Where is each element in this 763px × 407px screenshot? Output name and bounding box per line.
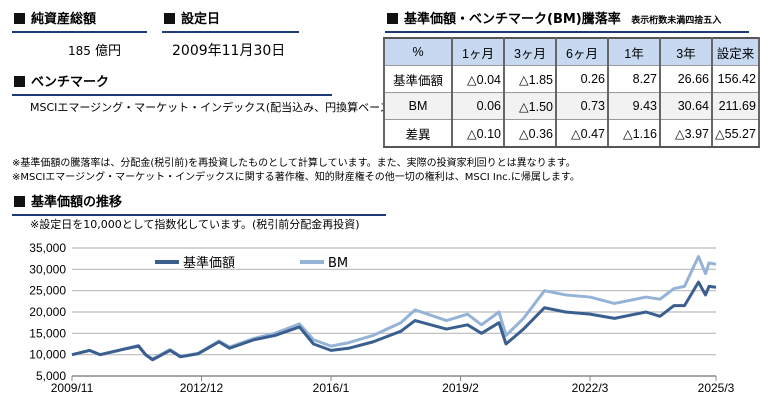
column-header: 1年	[607, 37, 661, 66]
series-line-nav	[71, 280, 717, 362]
row-label: 差異	[383, 119, 453, 148]
row-label: BM	[383, 92, 453, 120]
cell: 30.64	[659, 92, 713, 120]
square-bullet-icon	[164, 13, 175, 24]
net-assets-header: 純資産総額	[12, 11, 147, 33]
inception-date: 2009年11月30日	[172, 43, 286, 59]
rounding-note: 表示桁数未満四捨五入	[631, 16, 722, 26]
y-tick-label: 15,000	[29, 326, 66, 340]
returns-table: % 1ヶ月 3ヶ月 6ヶ月 1年 3年 設定来 基準価額 △0.04 △1.85 0.…	[383, 37, 760, 148]
benchmark-title: ベンチマーク	[31, 75, 110, 90]
cell: 0.73	[555, 92, 609, 120]
cell: 8.27	[607, 65, 661, 93]
benchmark-header: ベンチマーク	[12, 74, 332, 96]
x-tick-label: 2025/3	[698, 381, 735, 395]
x-tick-label: 2009/11	[51, 381, 94, 395]
legend-nav-label: 基準価額	[183, 255, 235, 271]
cell: 0.26	[555, 65, 609, 93]
chart-subtitle: ※設定日を10,000として指数化しています。(税引前分配金再投資)	[30, 218, 360, 231]
legend-bm-label: BM	[328, 256, 348, 271]
cell: △0.04	[451, 65, 505, 93]
x-tick-label: 2019/2	[442, 381, 479, 395]
returns-header: 基準価額・ベンチマーク(BM)騰落率 表示桁数未満四捨五入	[385, 11, 749, 33]
y-tick-label: 25,000	[29, 284, 66, 298]
square-bullet-icon	[14, 76, 25, 87]
cell: △1.16	[607, 119, 661, 148]
cell: △1.50	[503, 92, 557, 120]
cell: △55.27	[711, 119, 760, 148]
note-2: ※MSCIエマージング・マーケット・インデックスに関する著作権、知的財産権その他…	[12, 172, 580, 183]
note-1: ※基準価額の騰落率は、分配金(税引前)を再投資したものとして計算しています。また…	[12, 158, 576, 169]
cell: 26.66	[659, 65, 713, 93]
table-row: 差異 △0.10 △0.36 △0.47 △1.16 △3.97 △55.27	[383, 119, 760, 148]
y-tick-label: 20,000	[29, 305, 66, 319]
cell: △1.85	[503, 65, 557, 93]
chart-header: 基準価額の推移	[12, 194, 386, 216]
x-tick-label: 2022/3	[572, 381, 609, 395]
column-header: 1ヶ月	[451, 37, 505, 66]
benchmark-name: MSCIエマージング・マーケット・インデックス(配当込み、円換算ベース)	[30, 101, 395, 114]
cell: △0.47	[555, 119, 609, 148]
net-assets-value: 185 億円	[68, 40, 121, 59]
net-assets-unit: 億円	[95, 44, 122, 59]
cell: △0.10	[451, 119, 505, 148]
series-line-bm	[71, 255, 717, 361]
returns-title: 基準価額・ベンチマーク(BM)騰落率	[404, 12, 621, 27]
column-header: 3ヶ月	[503, 37, 557, 66]
y-tick-label: 5,000	[36, 369, 66, 383]
net-assets-title: 純資産総額	[31, 12, 97, 27]
inception-header: 設定日	[162, 11, 299, 33]
table-row: BM 0.06 △1.50 0.73 9.43 30.64 211.69	[383, 92, 760, 120]
column-header: 設定来	[711, 37, 760, 66]
row-label: 基準価額	[383, 65, 453, 93]
cell: △0.36	[503, 119, 557, 148]
y-tick-label: 35,000	[29, 241, 66, 255]
column-header: %	[383, 37, 453, 66]
x-tick-label: 2012/12	[180, 381, 224, 395]
cell: 9.43	[607, 92, 661, 120]
cell: 156.42	[711, 65, 760, 93]
x-tick-label: 2016/1	[313, 381, 350, 395]
square-bullet-icon	[14, 196, 25, 207]
table-row: 基準価額 △0.04 △1.85 0.26 8.27 26.66 156.42	[383, 65, 760, 93]
net-assets-amount: 185	[68, 44, 91, 58]
table-header-row: % 1ヶ月 3ヶ月 6ヶ月 1年 3年 設定来	[383, 37, 760, 66]
y-tick-label: 10,000	[29, 348, 66, 362]
square-bullet-icon	[387, 13, 398, 24]
inception-title: 設定日	[181, 12, 221, 27]
cell: 0.06	[451, 92, 505, 120]
cell: 211.69	[711, 92, 760, 120]
y-tick-label: 30,000	[29, 262, 66, 276]
square-bullet-icon	[14, 13, 25, 24]
chart-title: 基準価額の推移	[31, 195, 123, 210]
column-header: 3年	[659, 37, 713, 66]
cell: △3.97	[659, 119, 713, 148]
column-header: 6ヶ月	[555, 37, 609, 66]
